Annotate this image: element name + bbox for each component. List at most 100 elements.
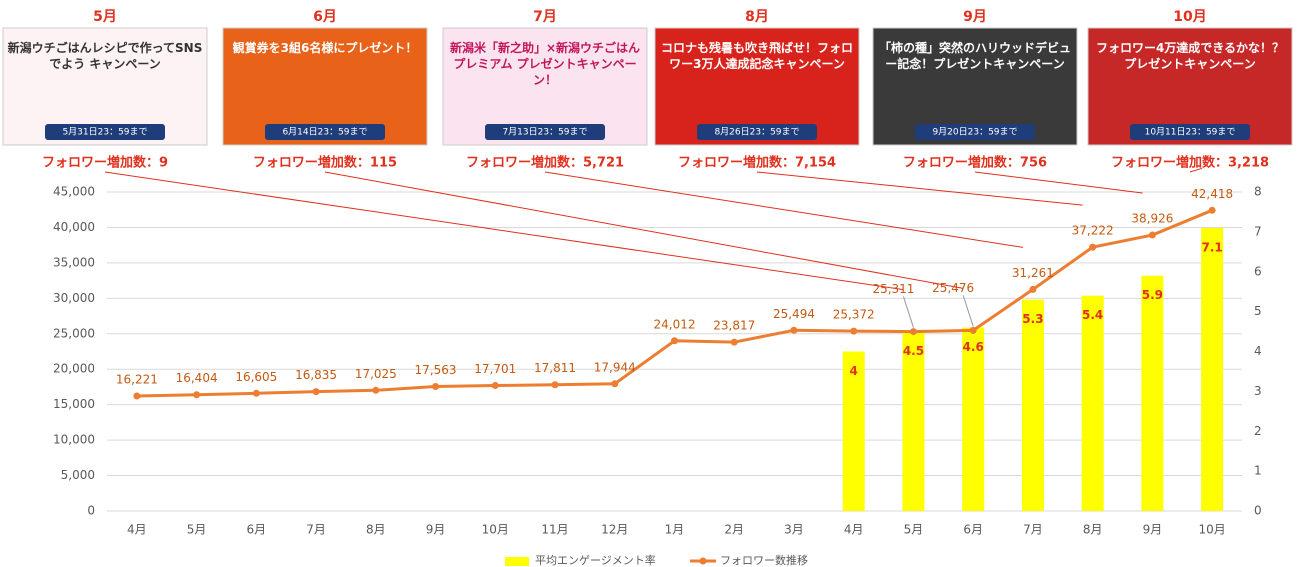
x-tick-label: 4月 — [844, 523, 864, 537]
banner-text: 観賞券を3組6名様にプレゼント！ — [227, 32, 423, 122]
label-leader — [903, 297, 913, 328]
line-label: 25,372 — [833, 308, 875, 322]
x-tick-label: 2月 — [724, 523, 744, 537]
banner-note: 6月14日23：59まで — [282, 127, 367, 138]
legend-swatch — [505, 557, 529, 566]
bar-label: 4 — [850, 364, 858, 378]
banner-headline: 新潟ウチごはんレシピで作ってSNSでよう キャンペーン — [7, 32, 203, 72]
banner-text: フォロワー4万達成できるかな！？プレゼントキャンペーン — [1092, 32, 1288, 122]
x-tick-label: 8月 — [366, 523, 386, 537]
x-tick-label: 5月 — [904, 523, 924, 537]
banner-text: 「柿の種」突然のハリウッドデビュー記念！プレゼントキャンペーン — [877, 32, 1073, 122]
x-tick-label: 6月 — [247, 523, 267, 537]
banner-note: 7月13日23：59まで — [502, 127, 587, 138]
line-label: 37,222 — [1072, 224, 1114, 238]
line-label: 23,817 — [713, 319, 755, 333]
line-label: 31,261 — [1012, 266, 1054, 280]
line-label: 25,494 — [773, 307, 815, 321]
page: 5月新潟ウチごはんレシピで作ってSNSでよう キャンペーン5月31日23：59ま… — [0, 0, 1300, 567]
bar-label: 4.5 — [903, 344, 924, 358]
bar — [1082, 296, 1104, 511]
bar — [902, 332, 924, 511]
y-tick-label: 25,000 — [53, 326, 95, 340]
y-tick-label: 15,000 — [53, 397, 95, 411]
y-tick-label: 45,000 — [53, 185, 95, 199]
y-tick-label: 5,000 — [61, 468, 95, 482]
line-point — [492, 382, 499, 389]
annotation-leader — [105, 172, 903, 290]
y-tick-label: 10,000 — [53, 433, 95, 447]
annotation-leader — [975, 172, 1142, 193]
banner-note: 5月31日23：59まで — [62, 127, 147, 138]
line-label: 42,418 — [1191, 187, 1233, 201]
line-point — [611, 380, 618, 387]
legend-dot — [700, 558, 707, 565]
annotation: フォロワー増加数：3,218 — [1111, 155, 1269, 171]
line-point — [1209, 207, 1216, 214]
bar — [1201, 228, 1223, 511]
line-point — [970, 327, 977, 334]
x-tick-label: 1月 — [665, 523, 685, 537]
annotation-leader — [325, 172, 963, 288]
line-label: 17,944 — [594, 360, 636, 374]
line-label: 24,012 — [654, 317, 696, 331]
y-tick-label: 35,000 — [53, 255, 95, 269]
line-label: 17,701 — [474, 362, 516, 376]
bar-label: 4.6 — [963, 340, 984, 354]
x-tick-label: 3月 — [784, 523, 804, 537]
annotation: フォロワー増加数：115 — [253, 155, 397, 171]
line-point — [193, 391, 200, 398]
line-point — [1029, 286, 1036, 293]
y2-tick-label: 1 — [1254, 464, 1262, 478]
banner-text: 新潟ウチごはんレシピで作ってSNSでよう キャンペーン — [7, 32, 203, 122]
y2-tick-label: 0 — [1254, 504, 1262, 518]
y2-tick-label: 7 — [1254, 224, 1262, 238]
x-tick-label: 7月 — [1023, 523, 1043, 537]
x-tick-label: 10月 — [482, 523, 509, 537]
x-tick-label: 8月 — [1083, 523, 1103, 537]
banner-headline: コロナも残暑も吹き飛ばせ！フォロワー3万人達成記念キャンペーン — [659, 32, 855, 72]
y-tick-label: 40,000 — [53, 220, 95, 234]
line-label: 16,221 — [116, 373, 158, 387]
banner-note: 8月26日23：59まで — [714, 127, 799, 138]
banner-month: 7月 — [533, 9, 557, 25]
line-label: 16,404 — [176, 371, 218, 385]
x-tick-label: 7月 — [306, 523, 326, 537]
legend-label: 平均エンゲージメント率 — [535, 553, 656, 567]
x-tick-label: 10月 — [1198, 523, 1225, 537]
banner-note: 9月20日23：59まで — [932, 127, 1017, 138]
annotation: フォロワー増加数：7,154 — [678, 155, 836, 171]
label-leader — [963, 295, 973, 326]
banner-text: コロナも残暑も吹き飛ばせ！フォロワー3万人達成記念キャンペーン — [659, 32, 855, 122]
annotation: フォロワー増加数：756 — [903, 155, 1047, 171]
x-tick-label: 11月 — [541, 523, 568, 537]
bar-label: 7.1 — [1201, 240, 1222, 254]
line-point — [731, 339, 738, 346]
line-point — [790, 327, 797, 334]
bar-label: 5.4 — [1082, 308, 1103, 322]
bar-label: 5.3 — [1022, 312, 1043, 326]
y-tick-label: 0 — [87, 504, 95, 518]
banner-headline: フォロワー4万達成できるかな！？プレゼントキャンペーン — [1092, 32, 1288, 72]
banner-month: 5月 — [93, 9, 117, 25]
banner-month: 6月 — [313, 9, 337, 25]
banner-headline: 「柿の種」突然のハリウッドデビュー記念！プレゼントキャンペーン — [877, 32, 1073, 72]
line-label: 25,311 — [872, 282, 914, 296]
bar-label: 5.9 — [1142, 288, 1163, 302]
x-tick-label: 6月 — [963, 523, 983, 537]
line-label: 16,605 — [235, 370, 277, 384]
y2-tick-label: 8 — [1254, 185, 1262, 199]
bar — [1141, 276, 1163, 511]
y2-tick-label: 6 — [1254, 264, 1262, 278]
banner-month: 9月 — [963, 9, 987, 25]
line-point — [1089, 244, 1096, 251]
x-tick-label: 9月 — [426, 523, 446, 537]
line-point — [671, 337, 678, 344]
chart: 5月新潟ウチごはんレシピで作ってSNSでよう キャンペーン5月31日23：59ま… — [0, 0, 1300, 567]
x-tick-label: 9月 — [1143, 523, 1163, 537]
annotation: フォロワー増加数：9 — [42, 155, 168, 171]
line-label: 25,476 — [932, 281, 974, 295]
line-label: 17,811 — [534, 361, 576, 375]
x-tick-label: 4月 — [127, 523, 147, 537]
banner-headline: 観賞券を3組6名様にプレゼント！ — [227, 32, 423, 56]
